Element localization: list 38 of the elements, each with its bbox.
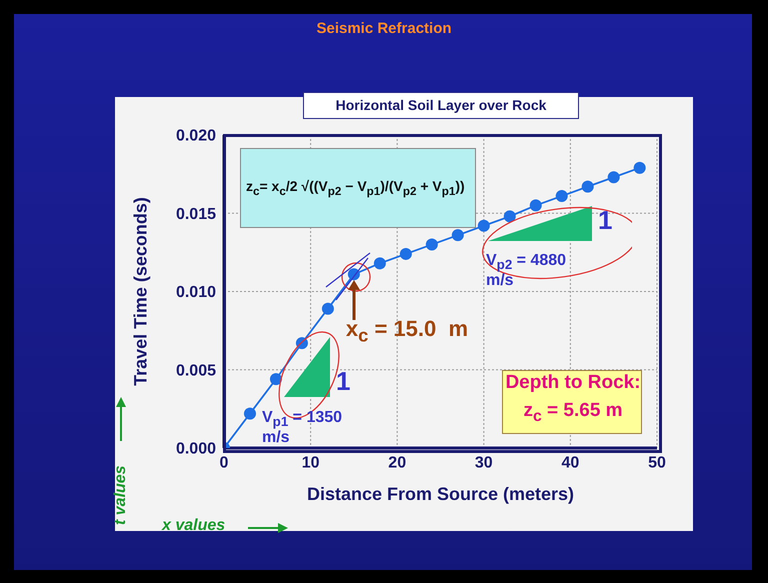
annotation: 1	[598, 205, 612, 236]
x-tick-label: 30	[474, 454, 493, 472]
annotation: 1	[336, 366, 350, 397]
x-axis-title: Distance From Source (meters)	[306, 484, 574, 504]
point	[426, 238, 438, 251]
point	[504, 210, 516, 222]
point	[530, 199, 542, 212]
text: x values	[162, 517, 226, 534]
point	[582, 180, 594, 193]
y-axis-title: Travel Time (seconds)	[130, 197, 150, 386]
point	[556, 190, 568, 202]
annotation: z$_{c}$ = 5.65 m	[523, 400, 623, 426]
x-tick-label: 10	[302, 454, 320, 472]
x-tick-label: 20	[388, 454, 406, 472]
y-tick-label: 0.005	[176, 362, 216, 380]
y-tick-label: 0.020	[176, 128, 216, 145]
chart-subtitle: Horizontal Soil Layer over Rock	[336, 97, 546, 113]
point	[452, 229, 464, 242]
point	[270, 373, 282, 386]
annotation: x$_{c}$ = 15.0 m	[346, 316, 468, 346]
annotation: V$_{p2}$ = 4880 m/s	[486, 252, 568, 290]
point	[608, 171, 620, 184]
point	[634, 162, 646, 174]
x-tick-label: 0	[220, 454, 229, 472]
annotation: Depth to Rock:	[505, 372, 641, 393]
x-tick-label: 50	[648, 454, 666, 472]
x-tick-label: 40	[562, 454, 580, 472]
text: z$_{c}$= x$_{c}$/2 √((V$_{p2}$ − V$_{p1}$)/(V$_{p2}$ + V$_{p1}$))	[246, 178, 465, 198]
point	[244, 408, 256, 420]
point	[322, 302, 334, 315]
chart-title: Seismic Refraction	[316, 20, 452, 37]
y-tick-label: 0.000	[176, 440, 216, 458]
y-tick-label: 0.015	[176, 206, 216, 223]
point	[400, 248, 412, 260]
point	[478, 220, 490, 232]
y-tick-label: 0.010	[176, 284, 216, 302]
text: t values	[112, 465, 129, 525]
point	[374, 257, 386, 270]
